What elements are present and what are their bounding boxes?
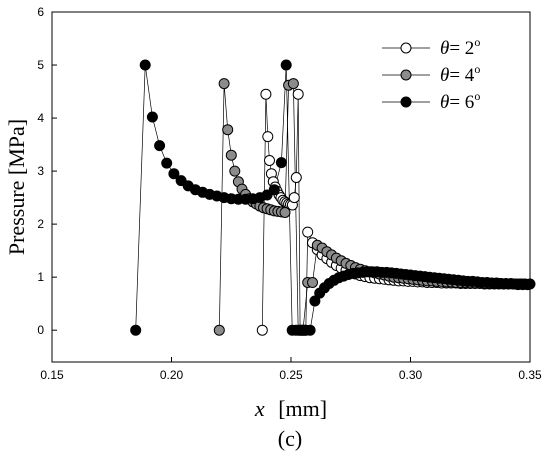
legend-marker [400, 96, 412, 108]
legend-entry-2: θ= 4o [440, 62, 480, 86]
x-tick-label: 0.25 [279, 368, 303, 382]
series-1-point [302, 226, 314, 238]
x-axis-title: x [mm] [254, 396, 327, 421]
legend-entry-3: θ= 6o [440, 89, 480, 113]
series-3-point [139, 59, 151, 71]
y-tick-label: 0 [37, 323, 44, 337]
series-2-point [225, 149, 237, 161]
series-1-point [256, 324, 268, 336]
x-tick-label: 0.35 [518, 368, 542, 382]
series-1-point [290, 172, 302, 183]
legend: θ= 2o θ= 4o θ= 6o [382, 35, 480, 113]
series-1-point [264, 155, 275, 166]
series-3-point [309, 295, 321, 307]
series-1-point [292, 88, 304, 100]
x-tick-label: 0.30 [399, 368, 423, 382]
series-3-point [268, 184, 280, 196]
series-2-point [213, 324, 225, 336]
series-3-point [168, 168, 180, 180]
legend-marker [400, 42, 412, 54]
series-3-point [275, 157, 287, 169]
y-tick-label: 5 [37, 58, 44, 72]
y-tick-label: 2 [37, 217, 44, 231]
y-tick-label: 1 [37, 270, 44, 284]
series-3-point [130, 324, 142, 336]
x-axis-unit: [mm] [278, 396, 327, 421]
series-2-point [229, 165, 241, 177]
x-tick-label: 0.20 [160, 368, 184, 382]
series-1-point [262, 131, 274, 143]
series-3-point [161, 157, 173, 169]
y-tick-label: 3 [37, 164, 44, 178]
legend-marker [400, 69, 412, 81]
x-axis-symbol: x [254, 396, 265, 421]
series-2-point [279, 207, 291, 218]
series-3-point [304, 324, 316, 336]
legend-entry-1: θ= 2o [440, 35, 480, 59]
series-2-point [218, 78, 230, 90]
series-2-point [222, 124, 234, 136]
series-layer [130, 59, 536, 336]
series-2-point [307, 277, 318, 288]
y-tick-label: 4 [37, 111, 44, 125]
y-tick-label: 6 [37, 5, 44, 19]
series-line-1 [261, 94, 528, 331]
figure-caption: (c) [278, 426, 302, 451]
y-axis-title: Pressure [MPa] [4, 119, 29, 255]
series-3-point [146, 111, 158, 123]
series-3-point [280, 59, 292, 71]
ticks-layer: 0.15 0.20 0.25 0.30 0.35 0 1 2 3 4 5 6 [37, 5, 542, 382]
series-1-point [260, 88, 272, 100]
series-3-point [154, 140, 166, 152]
series-1-point [288, 192, 300, 204]
x-tick-label: 0.15 [40, 368, 64, 382]
series-2-point [287, 78, 299, 90]
